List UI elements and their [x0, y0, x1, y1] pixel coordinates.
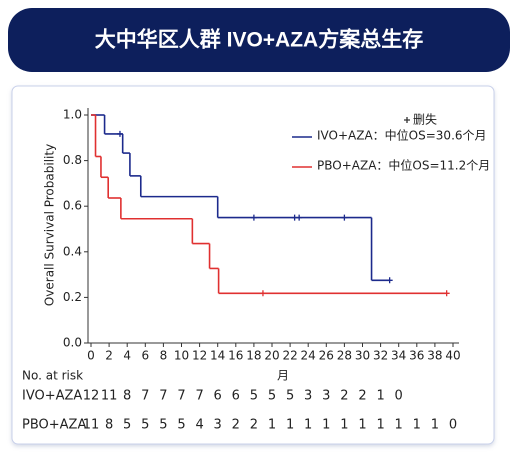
risk-count: 1 — [395, 418, 403, 433]
x-tick-label: 24 — [301, 349, 316, 363]
x-tick-label: 6 — [141, 349, 149, 363]
x-tick-label: 38 — [427, 349, 442, 363]
risk-count: 1 — [340, 418, 348, 433]
risk-count: 5 — [268, 389, 276, 404]
x-tick-label: 22 — [282, 349, 297, 363]
x-tick-label: 30 — [355, 349, 370, 363]
x-tick-label: 14 — [210, 349, 225, 363]
risk-count: 2 — [232, 418, 240, 433]
x-axis-label: 月 — [277, 369, 289, 383]
risk-count: 8 — [123, 389, 131, 404]
risk-count: 3 — [322, 389, 330, 404]
y-tick-label: 0.8 — [63, 153, 82, 167]
risk-count: 5 — [141, 418, 149, 433]
risk-count: 1 — [286, 418, 294, 433]
risk-count: 1 — [431, 418, 439, 433]
x-tick-label: 16 — [228, 349, 243, 363]
censor-mark — [386, 277, 393, 284]
y-tick-label: 0.0 — [63, 336, 82, 350]
risk-count: 7 — [159, 389, 167, 404]
risk-count: 1 — [376, 418, 384, 433]
risk-count: 7 — [177, 389, 185, 404]
risk-count: 8 — [105, 418, 113, 433]
risk-count: 4 — [195, 418, 203, 433]
risk-count: 5 — [123, 418, 131, 433]
censor-mark — [116, 130, 123, 137]
risk-count: 7 — [195, 389, 203, 404]
risk-count: 6 — [232, 389, 240, 404]
x-tick-label: 12 — [192, 349, 207, 363]
legend-censor-label: 删失 — [413, 112, 437, 127]
y-axis-label: Overall Survival Probability — [43, 144, 57, 306]
risk-count: 5 — [159, 418, 167, 433]
x-tick-label: 40 — [445, 349, 460, 363]
x-tick-label: 32 — [373, 349, 388, 363]
y-tick-label: 1.0 — [63, 108, 82, 122]
header-bar — [8, 8, 510, 72]
censor-mark — [259, 290, 266, 297]
x-tick-label: 28 — [337, 349, 352, 363]
censor-mark — [443, 290, 450, 297]
x-tick-label: 10 — [174, 349, 189, 363]
risk-count: 5 — [250, 389, 258, 404]
legend-label: PBO+AZA：中位OS=11.2个月 — [317, 158, 490, 173]
x-tick-label: 26 — [319, 349, 334, 363]
header-title: 大中华区人群 IVO+AZA方案总生存 — [95, 28, 423, 52]
risk-count: 5 — [286, 389, 294, 404]
risk-count: 3 — [304, 389, 312, 404]
risk-count: 2 — [340, 389, 348, 404]
risk-count: 5 — [177, 418, 185, 433]
risk-count: 7 — [141, 389, 149, 404]
risk-count: 2 — [250, 418, 258, 433]
risk-count: 6 — [214, 389, 222, 404]
x-tick-label: 8 — [160, 349, 168, 363]
x-tick-label: 20 — [264, 349, 279, 363]
risk-count: 1 — [358, 418, 366, 433]
x-tick-label: 36 — [409, 349, 424, 363]
x-tick-label: 4 — [123, 349, 131, 363]
risk-count: 2 — [358, 389, 366, 404]
risk-count: 11 — [101, 389, 118, 404]
risk-count: 1 — [413, 418, 421, 433]
legend-label: IVO+AZA：中位OS=30.6个月 — [317, 128, 487, 143]
x-tick-label: 34 — [391, 349, 406, 363]
risk-count: 12 — [83, 389, 100, 404]
risk-row-label: PBO+AZA — [22, 418, 86, 433]
risk-count: 1 — [376, 389, 384, 404]
risk-count: 1 — [304, 418, 312, 433]
x-tick-label: 18 — [246, 349, 261, 363]
y-tick-label: 0.4 — [63, 244, 82, 258]
censor-mark — [250, 214, 257, 221]
risk-count: 1 — [268, 418, 276, 433]
risk-table-title: No. at risk — [22, 369, 83, 383]
risk-count: 11 — [83, 418, 100, 433]
x-tick-label: 0 — [87, 349, 95, 363]
risk-count: 3 — [214, 418, 222, 433]
risk-count: 1 — [322, 418, 330, 433]
y-tick-label: 0.6 — [63, 199, 82, 213]
legend-censor-symbol — [404, 117, 410, 123]
risk-count: 0 — [449, 418, 457, 433]
y-tick-label: 0.2 — [63, 290, 82, 304]
risk-row-label: IVO+AZA — [22, 389, 82, 404]
censor-mark — [296, 214, 303, 221]
risk-count: 0 — [395, 389, 403, 404]
x-tick-label: 2 — [105, 349, 113, 363]
censor-mark — [341, 214, 348, 221]
